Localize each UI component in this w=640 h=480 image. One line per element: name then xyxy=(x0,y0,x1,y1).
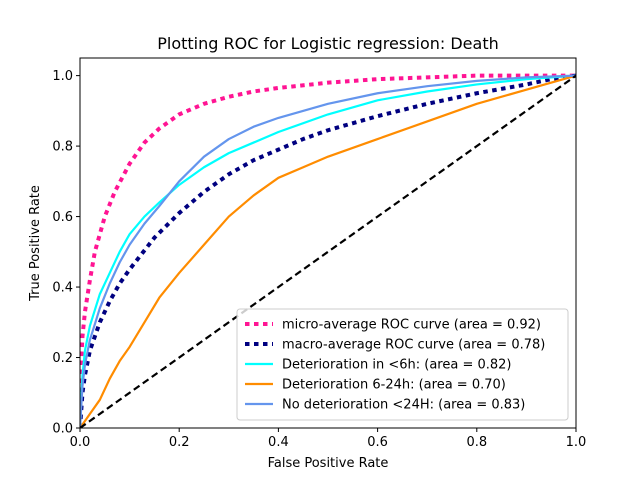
legend-label-1: macro-average ROC curve (area = 0.78) xyxy=(282,338,545,353)
y-tick-label: 0.2 xyxy=(52,351,73,366)
legend-box xyxy=(236,308,569,421)
x-tick-label: 0.6 xyxy=(367,435,388,450)
y-tick-label: 0.6 xyxy=(52,210,73,225)
roc-series-line-4 xyxy=(80,74,576,428)
x-tick-label: 0.0 xyxy=(70,435,91,450)
plot-frame xyxy=(79,57,577,429)
y-tick-label: 0.0 xyxy=(52,422,73,437)
x-tick-label: 1.0 xyxy=(566,435,587,450)
legend-label-0: micro-average ROC curve (area = 0.92) xyxy=(282,318,541,333)
legend: micro-average ROC curve (area = 0.92) mac… xyxy=(236,308,569,421)
roc-series-line-1 xyxy=(80,73,576,428)
roc-series-line-2 xyxy=(80,74,576,428)
roc-series-line-3 xyxy=(80,74,576,428)
roc-series-line-0 xyxy=(80,73,576,428)
x-tick-label: 0.4 xyxy=(268,435,289,450)
x-axis-title: False Positive Rate xyxy=(268,456,389,471)
x-tick-label: 0.8 xyxy=(466,435,487,450)
legend-label-3: Deterioration 6-24h: (area = 0.70) xyxy=(282,378,506,393)
legend-label-4: No deterioration <24H: (area = 0.83) xyxy=(282,398,525,413)
chart-title: Plotting ROC for Logistic regression: De… xyxy=(157,34,498,53)
y-tick-label: 0.8 xyxy=(52,140,73,155)
chance-diagonal-line xyxy=(80,74,576,428)
x-tick-label: 0.2 xyxy=(169,435,190,450)
y-axis-title: True Positive Rate xyxy=(28,185,43,302)
y-tick-label: 0.4 xyxy=(52,281,73,296)
legend-label-2: Deterioration in <6h: (area = 0.82) xyxy=(282,358,512,373)
y-tick-label: 1.0 xyxy=(52,69,73,84)
